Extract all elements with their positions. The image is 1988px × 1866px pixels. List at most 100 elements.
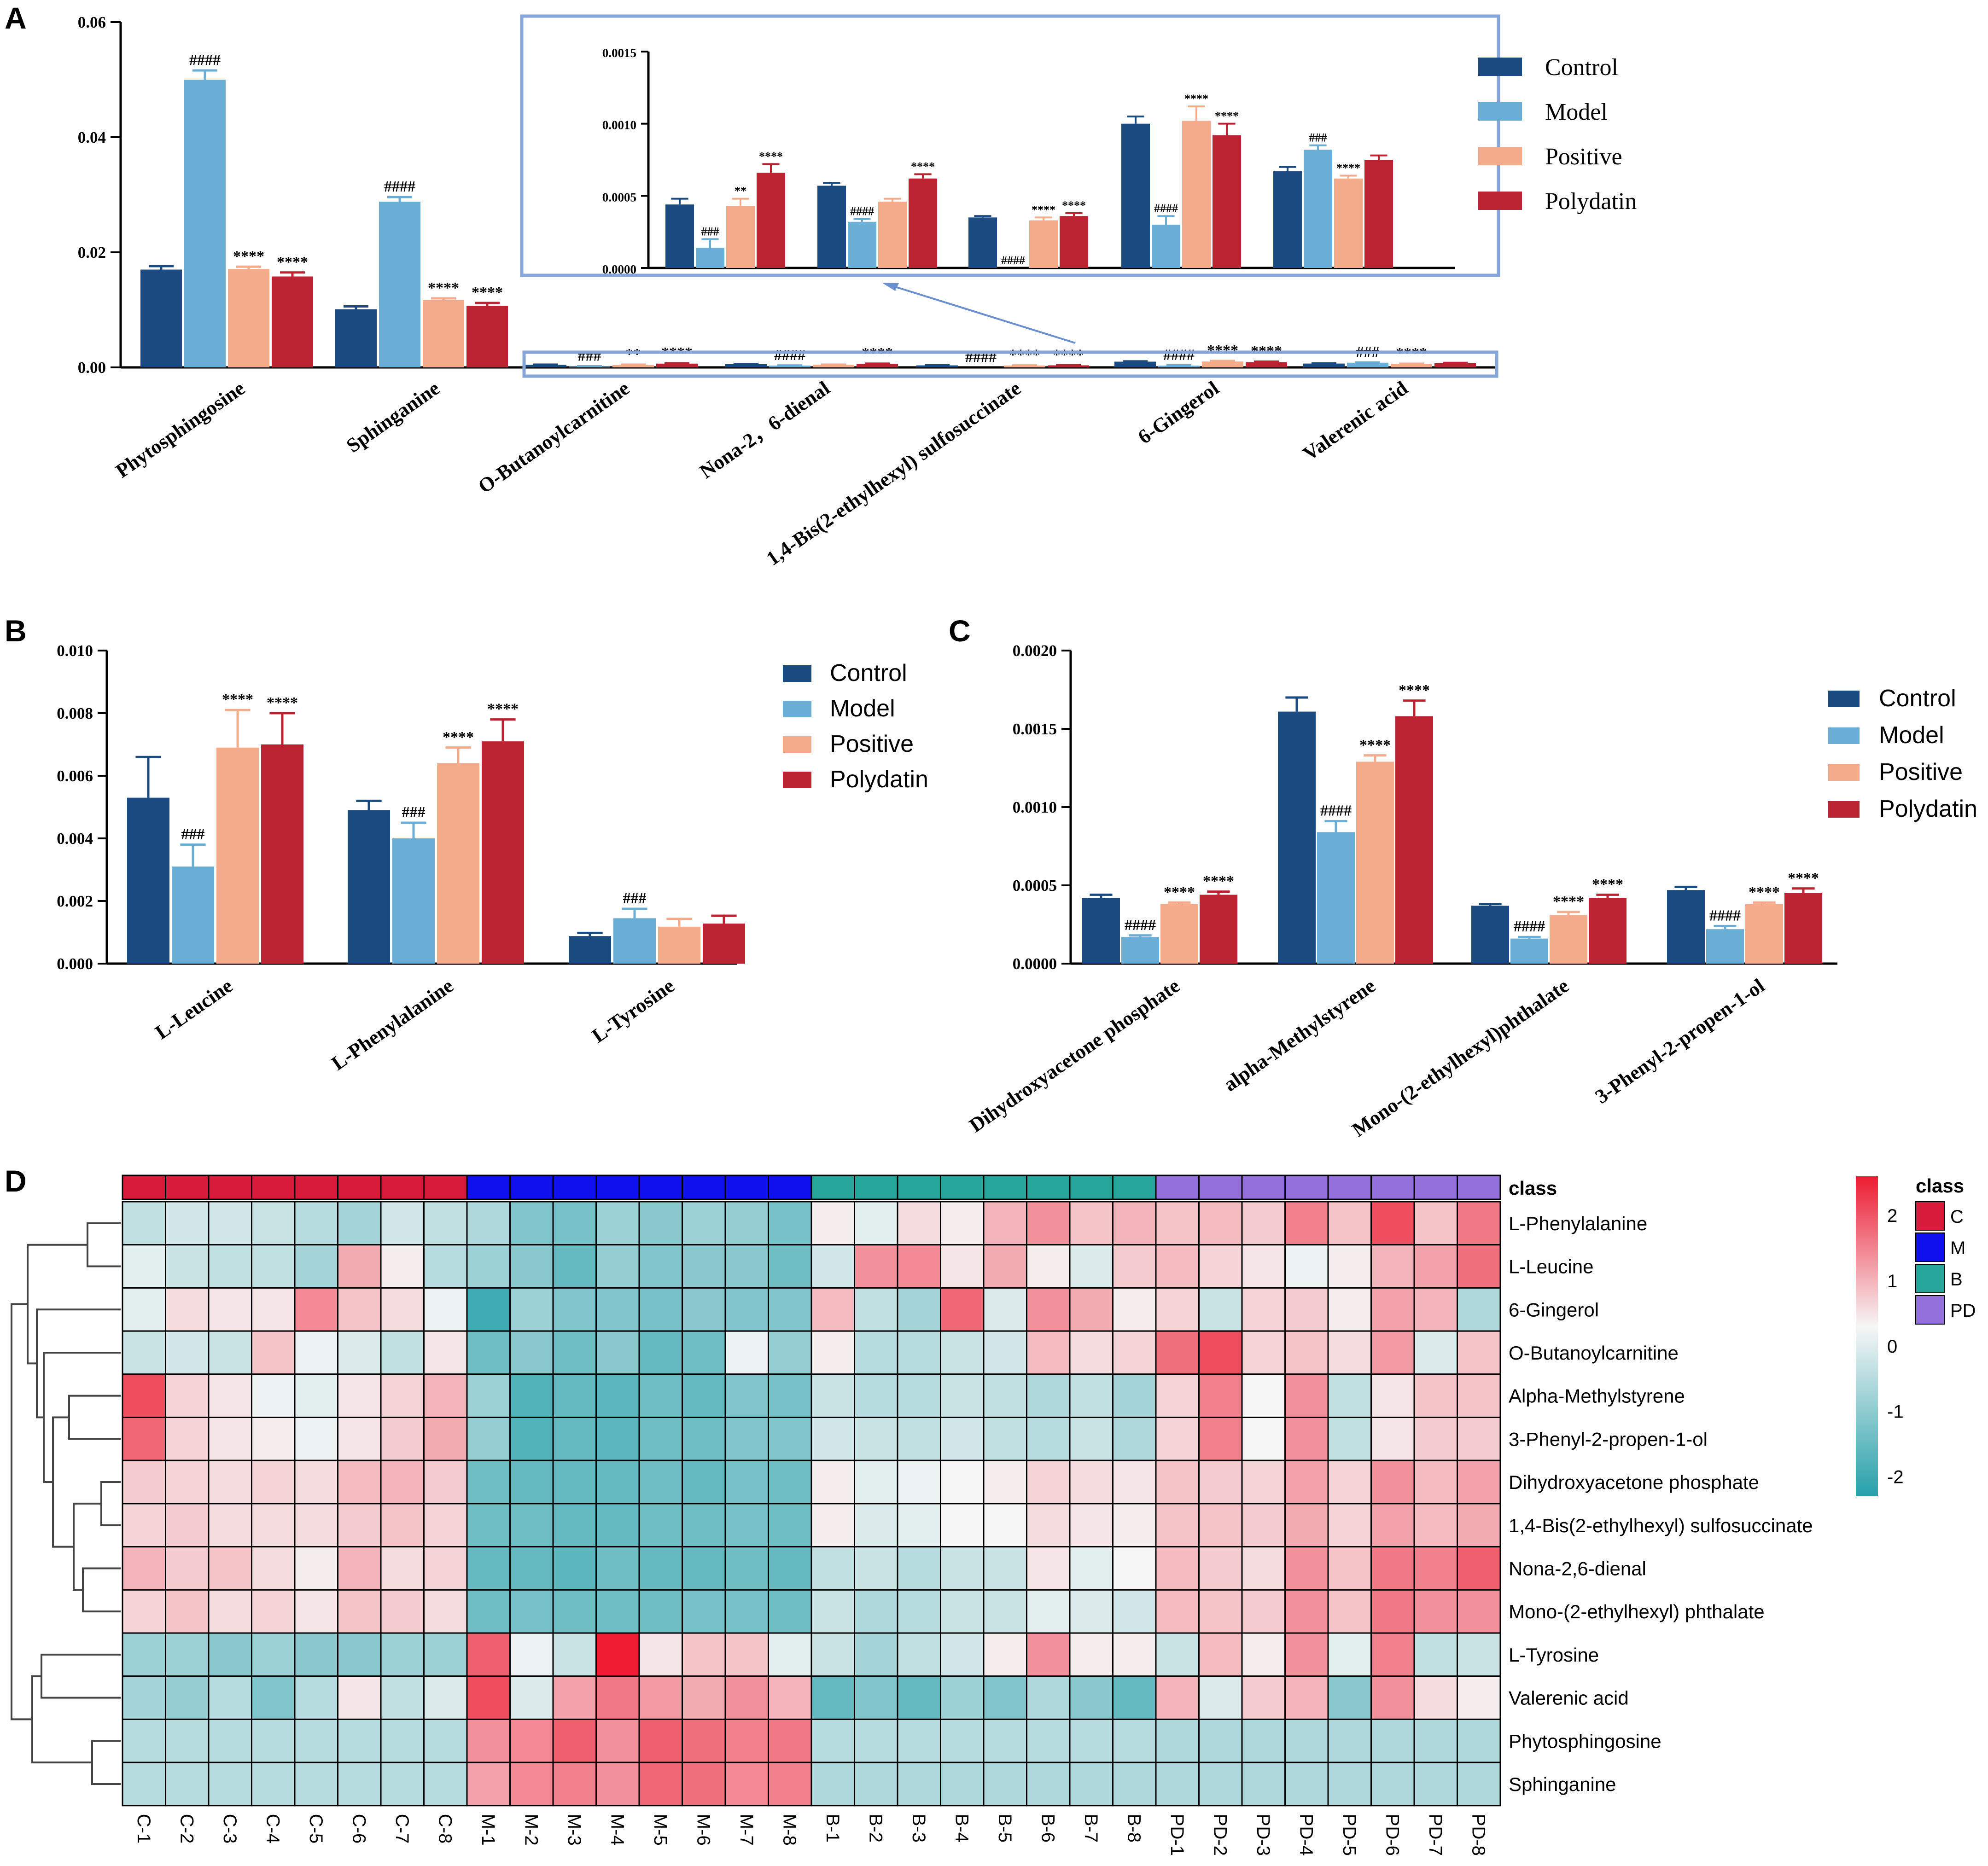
- heatmap-cell: [1241, 1546, 1286, 1591]
- heatmap-cell: [940, 1718, 985, 1763]
- heatmap-cell: [1457, 1761, 1501, 1807]
- bar-dihydroxyacetone-phosphate-positive: [1160, 904, 1198, 964]
- legend-label-positive: Positive: [1879, 759, 1963, 785]
- heatmap-cell: [810, 1287, 855, 1332]
- heatmap-cell: [1413, 1503, 1458, 1548]
- bar-dihydroxyacetone-phosphate-polydatin: [1200, 895, 1237, 964]
- heatmap-cell: [466, 1503, 511, 1548]
- column-label-pd-6: PD-6: [1382, 1814, 1402, 1856]
- heatmap-cell: [1284, 1589, 1329, 1634]
- heatmap-cell: [466, 1330, 511, 1375]
- heatmap-cell: [768, 1287, 812, 1332]
- heatmap-cell: [208, 1201, 252, 1246]
- heatmap-cell: [1284, 1718, 1329, 1763]
- heatmap-cell: [1284, 1201, 1329, 1246]
- heatmap-cell: [1155, 1201, 1200, 1246]
- category-label-mono-2-ethylhexyl-phthalate: Mono-(2-ethylhexyl)phthalate: [1348, 974, 1573, 1141]
- heatmap-cell: [466, 1287, 511, 1332]
- colorbar-tick-label: 2: [1887, 1206, 1897, 1226]
- heatmap-cell: [638, 1201, 683, 1246]
- heatmap-cell: [724, 1201, 769, 1246]
- heatmap-cell: [638, 1589, 683, 1634]
- y-tick-label: 0.002: [57, 892, 93, 910]
- heatmap-cell: [1155, 1287, 1200, 1332]
- column-label-pd-5: PD-5: [1339, 1814, 1359, 1856]
- column-label-m-2: M-2: [521, 1814, 541, 1846]
- bar-mono-2-ethylhexyl-phthalate-positive: [1550, 915, 1587, 964]
- heatmap-cell: [1327, 1287, 1372, 1332]
- heatmap-cell: [897, 1632, 941, 1677]
- heatmap-cell: [165, 1718, 210, 1763]
- significance-label: ****: [487, 701, 519, 718]
- dendrogram-branch: [68, 1395, 121, 1440]
- heatmap-cell: [1198, 1201, 1243, 1246]
- heatmap-cell: [208, 1417, 252, 1461]
- legend-swatch-control: [1828, 691, 1860, 707]
- heatmap-cell: [1327, 1503, 1372, 1548]
- heatmap-cell: [1457, 1459, 1501, 1505]
- class-bar-cell: [595, 1174, 640, 1200]
- zoom-arrow: [886, 283, 1076, 344]
- significance-label: ****: [428, 279, 459, 296]
- heatmap-cell: [1026, 1503, 1071, 1548]
- heatmap-cell: [165, 1373, 210, 1418]
- heatmap-cell: [466, 1632, 511, 1677]
- heatmap-cell: [940, 1503, 985, 1548]
- heatmap-cell: [810, 1244, 855, 1289]
- heatmap-cell: [595, 1675, 640, 1720]
- class-legend-label-c: C: [1950, 1207, 1964, 1227]
- y-tick-label-inset: 0.0000: [602, 262, 636, 276]
- bar-valerenic-acid-positive-inset: [1334, 178, 1363, 268]
- legend-swatch-polydatin: [1828, 801, 1860, 818]
- heatmap-cell: [122, 1417, 166, 1461]
- bar-valerenic-acid-polydatin-inset: [1364, 160, 1393, 268]
- heatmap-cell: [337, 1546, 382, 1591]
- y-tick-label-inset: 0.0005: [602, 190, 636, 204]
- heatmap-cell: [724, 1330, 769, 1375]
- significance-label: ####: [1163, 347, 1195, 364]
- bar-6-gingerol-positive: [1202, 361, 1243, 367]
- heatmap-cell: [423, 1459, 468, 1505]
- heatmap-cell: [122, 1373, 166, 1418]
- class-bar-cell: [810, 1174, 855, 1200]
- heatmap-cell: [1413, 1675, 1458, 1720]
- heatmap-cell: [810, 1675, 855, 1720]
- heatmap-cell: [1155, 1330, 1200, 1375]
- heatmap-cell: [1155, 1632, 1200, 1677]
- significance-label: ****: [1399, 682, 1430, 699]
- heatmap-cell: [983, 1417, 1027, 1461]
- significance-label: ###: [578, 348, 601, 365]
- heatmap-cell: [682, 1546, 726, 1591]
- heatmap-cell: [1241, 1201, 1286, 1246]
- y-tick-label: 0.0020: [1013, 642, 1057, 660]
- column-label-m-5: M-5: [650, 1814, 670, 1846]
- heatmap-cell: [509, 1373, 554, 1418]
- category-label-3-phenyl-2-propen-1-ol: 3-Phenyl-2-propen-1-ol: [1591, 974, 1769, 1108]
- heatmap-cell: [294, 1373, 338, 1418]
- heatmap-cell: [1327, 1718, 1372, 1763]
- heatmap-cell: [122, 1459, 166, 1505]
- heatmap-cell: [810, 1718, 855, 1763]
- significance-label-inset: ####: [850, 204, 874, 218]
- heatmap-cell: [1112, 1201, 1157, 1246]
- heatmap-cell: [940, 1244, 985, 1289]
- column-label-m-8: M-8: [779, 1814, 799, 1846]
- legend-swatch-model: [783, 701, 811, 717]
- heatmap-cell: [1112, 1244, 1157, 1289]
- heatmap-cell: [165, 1244, 210, 1289]
- heatmap-cell: [1457, 1287, 1501, 1332]
- legend-label-control: Control: [1879, 685, 1956, 712]
- heatmap-cell: [466, 1546, 511, 1591]
- heatmap-cell: [165, 1201, 210, 1246]
- heatmap-cell: [682, 1589, 726, 1634]
- significance-label: ###: [623, 890, 647, 907]
- heatmap-cell: [1198, 1244, 1243, 1289]
- heatmap-cell: [1413, 1244, 1458, 1289]
- heatmap-cell: [897, 1330, 941, 1375]
- heatmap-cell: [983, 1632, 1027, 1677]
- heatmap-cell: [1198, 1632, 1243, 1677]
- heatmap-cell: [208, 1589, 252, 1634]
- heatmap-cell: [1327, 1459, 1372, 1505]
- heatmap-cell: [509, 1459, 554, 1505]
- heatmap-cell: [724, 1546, 769, 1591]
